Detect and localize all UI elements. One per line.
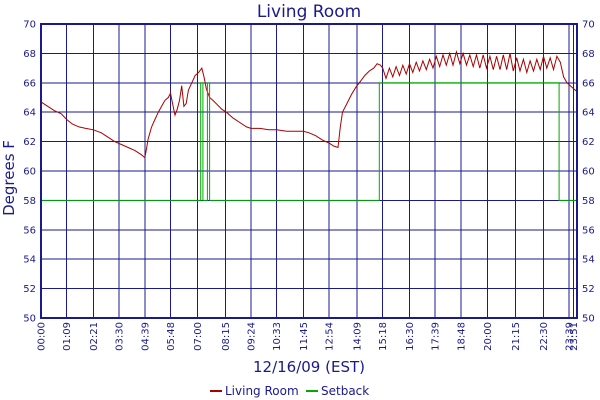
x-tick-label: 09:24 bbox=[246, 322, 257, 351]
x-tick-label: 23:39 bbox=[565, 322, 576, 351]
x-tick-label: 08:15 bbox=[221, 322, 232, 351]
y-tick-label-right: 62 bbox=[582, 137, 595, 148]
legend-label-setback: Setback bbox=[321, 384, 369, 398]
y-tick-label-left: 54 bbox=[23, 255, 36, 266]
y-tick-label-right: 66 bbox=[582, 78, 595, 89]
series-line-living-room bbox=[40, 49, 578, 159]
x-tick-label: 16:30 bbox=[405, 322, 416, 351]
x-tick-label: 15:18 bbox=[378, 322, 389, 351]
y-tick-label-left: 66 bbox=[23, 78, 36, 89]
y-tick-label-right: 70 bbox=[582, 20, 595, 31]
x-tick-label: 07:00 bbox=[193, 322, 204, 351]
x-tick-label: 05:48 bbox=[166, 322, 177, 351]
x-tick-label: 22:30 bbox=[539, 322, 550, 351]
x-axis-label: 12/16/09 (EST) bbox=[253, 358, 365, 376]
y-tick-label-left: 64 bbox=[23, 108, 36, 119]
x-tick-label: 23:51 bbox=[569, 322, 580, 351]
y-tick-label-right: 54 bbox=[582, 255, 595, 266]
legend: Living Room Setback bbox=[210, 384, 369, 398]
y-tick-label-left: 60 bbox=[23, 167, 36, 178]
x-tick-label: 00:00 bbox=[37, 322, 48, 351]
x-tick-label: 01:09 bbox=[62, 322, 73, 351]
y-tick-label-left: 52 bbox=[23, 284, 36, 295]
y-tick-label-right: 50 bbox=[582, 314, 595, 325]
y-tick-label-left: 68 bbox=[23, 49, 36, 60]
y-tick-label-right: 68 bbox=[582, 49, 595, 60]
series-line-setback bbox=[41, 82, 577, 201]
y-axis-label: Degrees F bbox=[0, 140, 18, 216]
y-tick-label-right: 58 bbox=[582, 196, 595, 207]
grid bbox=[40, 23, 577, 319]
y-tick-label-left: 50 bbox=[23, 314, 36, 325]
x-tick-label: 14:09 bbox=[353, 322, 364, 351]
x-tick-label: 21:15 bbox=[511, 322, 522, 351]
x-tick-label: 10:33 bbox=[272, 322, 283, 351]
y-tick-label-right: 52 bbox=[582, 284, 595, 295]
y-tick-label-left: 62 bbox=[23, 137, 36, 148]
x-tick-label: 12:54 bbox=[325, 322, 336, 351]
y-tick-label-right: 60 bbox=[582, 167, 595, 178]
legend-label-living-room: Living Room bbox=[225, 384, 299, 398]
y-tick-label-left: 70 bbox=[23, 20, 36, 31]
y-tick-label-right: 64 bbox=[582, 108, 595, 119]
chart-title: Living Room bbox=[257, 2, 361, 22]
plot-frame bbox=[40, 23, 578, 319]
y-tick-label-left: 58 bbox=[23, 196, 36, 207]
x-tick-label: 04:39 bbox=[140, 322, 151, 351]
x-tick-label: 17:39 bbox=[431, 322, 442, 351]
y-tick-label-right: 56 bbox=[582, 225, 595, 236]
x-tick-label: 11:45 bbox=[299, 322, 310, 351]
y-tick-labels: 50 50 52 52 54 54 56 56 58 58 60 60 62 62 64 64 66 66 68 68… bbox=[23, 20, 594, 325]
x-tick-label: 02:21 bbox=[89, 322, 100, 351]
x-tick-label: 18:48 bbox=[456, 322, 467, 351]
x-tick-label: 20:00 bbox=[483, 322, 494, 351]
series-lines bbox=[40, 49, 578, 201]
x-tick-label: 03:30 bbox=[115, 322, 126, 351]
x-tick-labels: 00:00 01:09 02:21 03:30 04:39 05:48 07:00 08:15… bbox=[37, 322, 581, 351]
y-tick-label-left: 56 bbox=[23, 225, 36, 236]
